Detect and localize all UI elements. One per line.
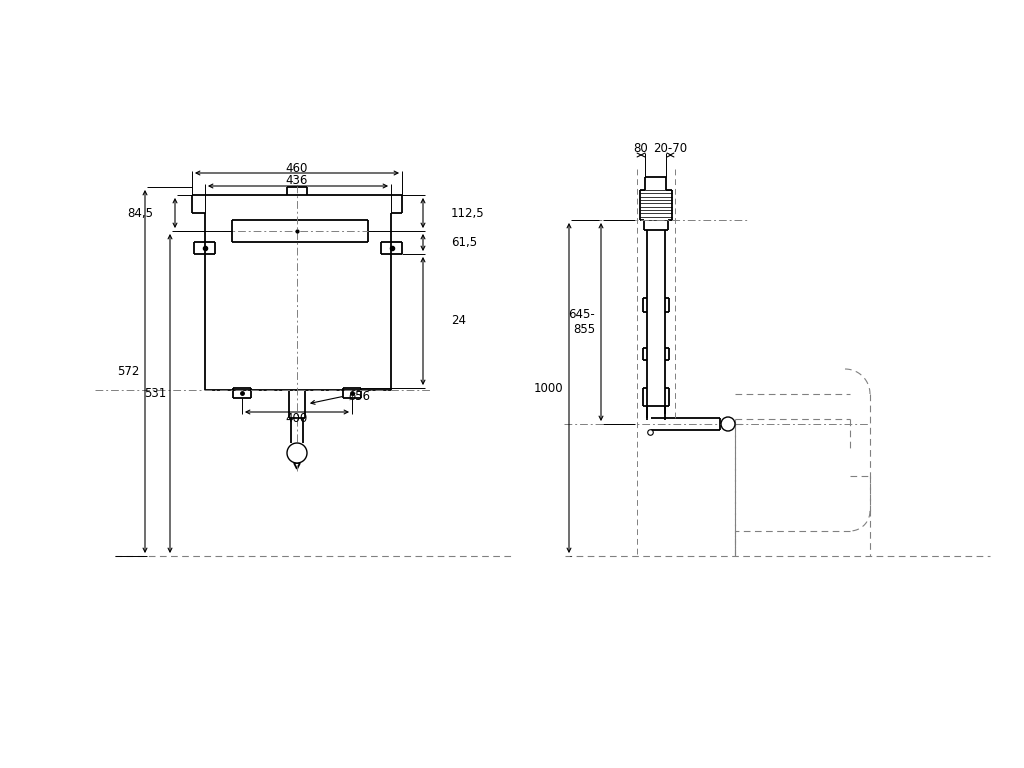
Text: 436: 436 (286, 174, 308, 187)
Text: ø56: ø56 (349, 389, 371, 402)
Text: 112,5: 112,5 (451, 207, 484, 220)
Text: 61,5: 61,5 (451, 236, 477, 249)
Circle shape (287, 443, 307, 463)
Text: 24: 24 (451, 315, 466, 327)
Text: 400: 400 (286, 412, 308, 425)
Circle shape (721, 417, 735, 431)
Text: 460: 460 (286, 161, 308, 174)
Text: 80: 80 (634, 143, 648, 155)
Text: 84,5: 84,5 (127, 207, 153, 220)
Text: 531: 531 (143, 387, 166, 400)
Text: 572: 572 (118, 365, 140, 378)
Text: 20-70: 20-70 (653, 143, 687, 155)
Text: 645-
855: 645- 855 (568, 308, 595, 336)
Text: 1000: 1000 (534, 382, 563, 395)
